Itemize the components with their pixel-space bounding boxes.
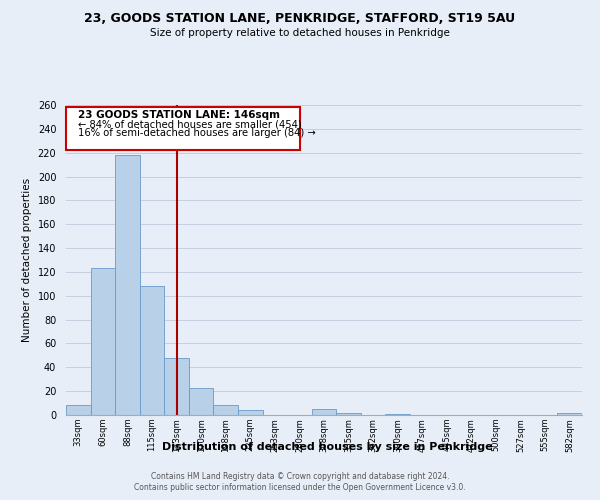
Bar	[66, 406, 91, 415]
Bar	[557, 412, 582, 415]
Bar	[164, 358, 189, 415]
Text: 23, GOODS STATION LANE, PENKRIDGE, STAFFORD, ST19 5AU: 23, GOODS STATION LANE, PENKRIDGE, STAFF…	[85, 12, 515, 26]
Text: Distribution of detached houses by size in Penkridge: Distribution of detached houses by size …	[161, 442, 493, 452]
Bar	[385, 414, 410, 415]
Text: 16% of semi-detached houses are larger (84) →: 16% of semi-detached houses are larger (…	[78, 128, 316, 138]
Bar	[312, 409, 336, 415]
Text: Contains HM Land Registry data © Crown copyright and database right 2024.: Contains HM Land Registry data © Crown c…	[151, 472, 449, 481]
Bar	[115, 155, 140, 415]
Text: 23 GOODS STATION LANE: 146sqm: 23 GOODS STATION LANE: 146sqm	[78, 110, 280, 120]
Text: Size of property relative to detached houses in Penkridge: Size of property relative to detached ho…	[150, 28, 450, 38]
Bar	[91, 268, 115, 415]
FancyBboxPatch shape	[67, 108, 300, 150]
Bar	[140, 286, 164, 415]
Bar	[189, 388, 214, 415]
Text: ← 84% of detached houses are smaller (454): ← 84% of detached houses are smaller (45…	[78, 120, 302, 130]
Bar	[214, 406, 238, 415]
Bar	[238, 410, 263, 415]
Y-axis label: Number of detached properties: Number of detached properties	[22, 178, 32, 342]
Bar	[336, 412, 361, 415]
Text: Contains public sector information licensed under the Open Government Licence v3: Contains public sector information licen…	[134, 483, 466, 492]
